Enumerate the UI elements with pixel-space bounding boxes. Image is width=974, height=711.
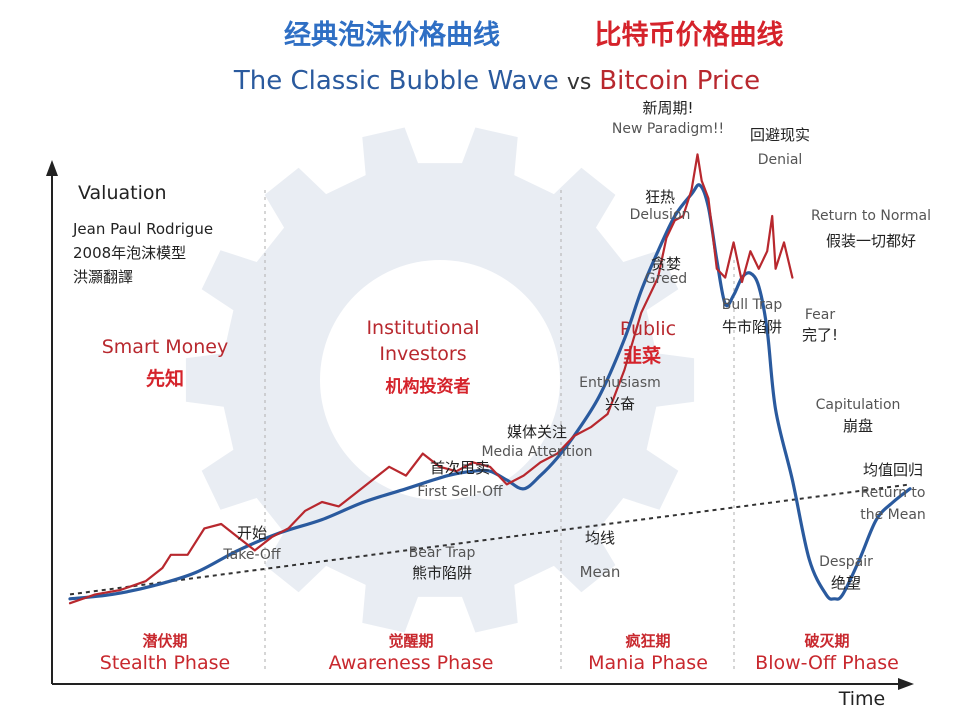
annotation-denial-cn: 回避现实 — [750, 126, 810, 144]
annotation-first-sell-off-en: First Sell-Off — [417, 484, 503, 500]
annotation-bear-trap-cn: 熊市陷阱 — [412, 564, 472, 582]
phase-stealth-cn: 潜伏期 — [142, 632, 187, 650]
annotation-despair-cn: 绝望 — [831, 574, 861, 592]
annotation-return-to-the-mean-cn: 均值回归 — [863, 461, 923, 479]
investor-institutional-en-line1: Institutional — [366, 317, 479, 339]
classic-bubble-line — [68, 183, 912, 601]
annotation-media-attention-cn: 媒体关注 — [507, 423, 567, 441]
annotation-fear-en: Fear — [805, 307, 835, 323]
credit-model: 2008年泡沫模型 — [73, 244, 186, 262]
annotation-take-off-en: Take-Off — [222, 547, 280, 563]
phase-stealth-en: Stealth Phase — [100, 652, 230, 674]
x-axis-arrow-icon — [898, 678, 914, 690]
bitcoin-price-line — [68, 153, 794, 605]
y-axis-label: Valuation — [78, 182, 167, 204]
annotation-delusion-en: Delusion — [630, 207, 691, 223]
investor-institutional-en: Institutional Investors — [366, 317, 479, 365]
annotation-capitulation-cn: 崩盘 — [843, 417, 873, 435]
title-cn-right: 比特币价格曲线 — [595, 20, 784, 51]
phase-mania-cn: 疯狂期 — [625, 632, 670, 650]
annotation-take-off-cn: 开始 — [237, 524, 267, 542]
annotation-bull-trap-en: Bull Trap — [722, 297, 783, 313]
phase-blowoff-cn: 破灭期 — [804, 632, 849, 650]
y-axis-arrow-icon — [46, 160, 58, 176]
x-axis-label: Time — [838, 688, 886, 710]
annotation-despair-en: Despair — [819, 554, 873, 570]
annotation-mean-en: Mean — [580, 563, 621, 581]
phase-mania-en: Mania Phase — [588, 652, 708, 674]
annotation-new-paradigm-cn: 新周期! — [642, 99, 693, 117]
annotation-bull-trap-cn: 牛市陷阱 — [722, 318, 782, 336]
credit-translator: 洪灝翻譯 — [73, 268, 133, 286]
annotation-greed-en: Greed — [645, 271, 687, 287]
phase-awareness-cn: 觉醒期 — [388, 632, 433, 650]
annotation-return-to-normal-en: Return to Normal — [811, 208, 931, 224]
annotation-delusion-cn: 狂热 — [645, 188, 675, 206]
annotation-denial-en: Denial — [758, 152, 803, 168]
phase-blowoff-en: Blow-Off Phase — [755, 652, 899, 674]
investor-institutional-en-line2: Investors — [379, 343, 466, 365]
investor-institutional-cn: 机构投资者 — [386, 376, 471, 397]
annotation-return-to-the-mean-en-line2: the Mean — [860, 507, 926, 523]
annotation-return-to-normal-cn: 假装一切都好 — [826, 232, 916, 250]
annotation-greed-cn: 贪婪 — [651, 255, 681, 273]
phase-awareness-en: Awareness Phase — [329, 652, 494, 674]
title-en: The Classic Bubble Wave vs Bitcoin Price — [233, 66, 760, 96]
title-en-part2: Bitcoin Price — [599, 66, 760, 96]
annotation-group: 开始 Take-Off 熊市陷阱 Bear Trap 首次甩卖 First Sell-Of… — [222, 99, 931, 592]
annotation-media-attention-en: Media Attention — [481, 444, 592, 460]
title-en-part1: The Classic Bubble Wave — [233, 66, 559, 96]
title-en-vs: vs — [567, 70, 591, 95]
annotation-mean-cn: 均线 — [585, 529, 615, 547]
annotation-enthusiasm-en: Enthusiasm — [579, 375, 661, 391]
investor-public-cn: 韭菜 — [623, 344, 661, 367]
investor-smart-money-cn: 先知 — [146, 367, 184, 390]
annotation-first-sell-off-cn: 首次甩卖 — [430, 459, 490, 477]
annotation-enthusiasm-cn: 兴奋 — [605, 395, 635, 413]
annotation-capitulation-en: Capitulation — [816, 397, 901, 413]
mean-line — [69, 483, 911, 596]
title-cn-left: 经典泡沫价格曲线 — [284, 19, 500, 51]
annotation-fear-cn: 完了! — [802, 326, 838, 344]
annotation-return-to-the-mean-en-line1: Return to — [861, 485, 926, 501]
annotation-new-paradigm-en: New Paradigm!! — [612, 121, 724, 137]
investor-smart-money-en: Smart Money — [102, 336, 229, 358]
gear-hole-icon — [320, 260, 560, 500]
credit-author: Jean Paul Rodrigue — [72, 220, 213, 238]
annotation-bear-trap-en: Bear Trap — [409, 545, 476, 561]
